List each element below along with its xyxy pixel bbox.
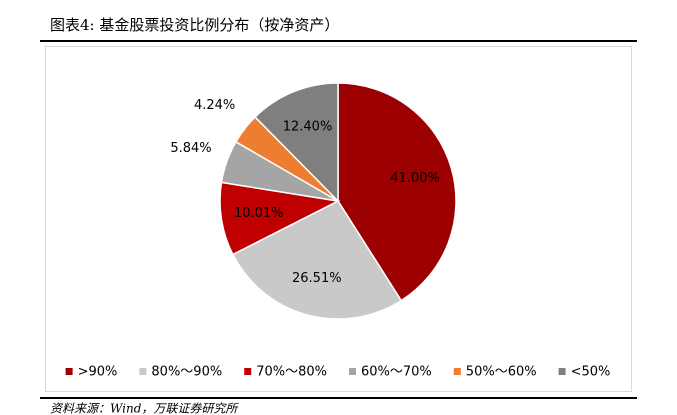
- legend-label: 50%～60%: [466, 365, 537, 380]
- data-label: 4.24%: [194, 98, 235, 113]
- legend-label: 60%～70%: [361, 365, 432, 380]
- pie-slice: [254, 82, 339, 203]
- data-label: 10.01%: [234, 206, 284, 221]
- legend-swatch: [453, 368, 461, 375]
- pie-slice: [219, 181, 341, 256]
- legend-label: <50%: [571, 365, 611, 380]
- plot-frame: [45, 46, 632, 392]
- legend-swatch: [558, 368, 566, 375]
- data-label: 26.51%: [292, 271, 342, 286]
- legend-label: 80%～90%: [151, 365, 222, 380]
- legend-swatch: [139, 368, 147, 375]
- data-label: 5.84%: [170, 141, 211, 156]
- chart-title: 图表4: 基金股票投资比例分布（按净资产）: [50, 16, 339, 34]
- data-label: 41.00%: [390, 171, 440, 186]
- source: 资料来源：Wind，万联证券研究所: [50, 402, 239, 415]
- pie-slice: [231, 200, 403, 320]
- legend-swatch: [244, 368, 252, 375]
- data-label: 12.40%: [283, 119, 333, 134]
- legend-label: 70%～80%: [256, 365, 327, 380]
- legend-label: >90%: [78, 365, 118, 380]
- legend-swatch: [349, 368, 356, 375]
- legend-swatch: [65, 368, 73, 375]
